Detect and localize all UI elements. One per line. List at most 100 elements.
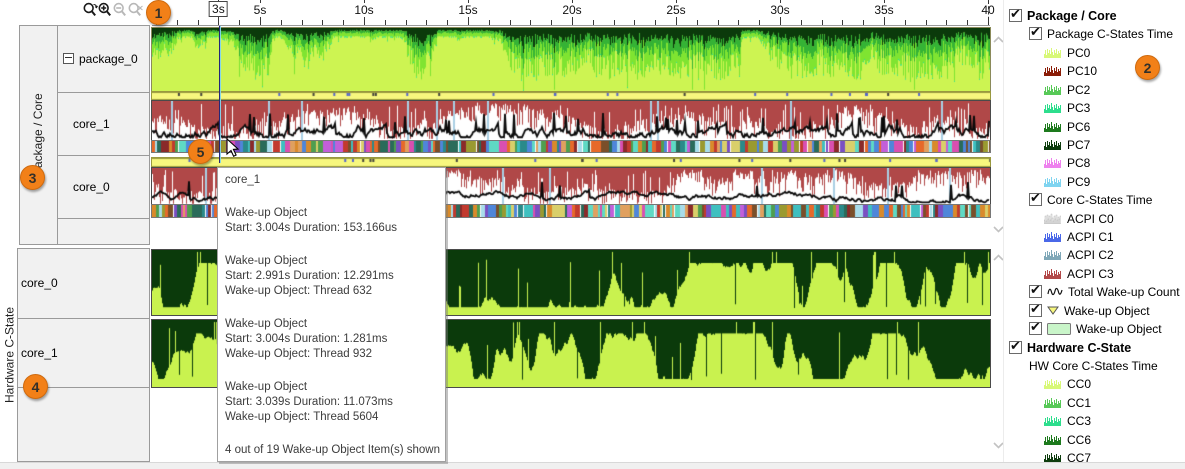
legend-item-wake-up-object[interactable]: ✔ Wake-up Object <box>1004 301 1185 319</box>
tooltip-footer: 4 out of 19 Wake-up Object Item(s) shown <box>225 444 440 456</box>
core1-cstate-chart[interactable] <box>151 100 991 141</box>
zoom-reset-button[interactable] <box>128 2 143 20</box>
ruler-major-tick-top <box>468 0 469 3</box>
series-swatch-icon <box>1044 47 1061 58</box>
legend-label: Wake-up Object <box>1076 321 1162 336</box>
tooltip-line: Start: 3.004s Duration: 153.166us <box>225 222 397 234</box>
legend-item-cc1[interactable]: CC1 <box>1004 394 1185 411</box>
legend-item-acpi-c3[interactable]: ACPI C3 <box>1004 265 1185 282</box>
legend-label: CC3 <box>1067 413 1092 428</box>
legend-item-cc7[interactable]: CC7 <box>1004 449 1185 466</box>
core0-wakeup-marker-band[interactable] <box>151 157 991 168</box>
core1-wakeup-marker-band[interactable] <box>151 91 991 101</box>
legend-item-pc6[interactable]: PC6 <box>1004 118 1185 135</box>
scroll-down-button[interactable] <box>993 438 1004 452</box>
series-swatch-icon <box>1044 268 1061 279</box>
sidebar-row-core_0[interactable]: core_0 <box>73 155 110 218</box>
zoom-in-button[interactable] <box>98 2 113 20</box>
legend-label: Total Wake-up Count <box>1068 284 1180 299</box>
tooltip-entry: Wake-up Object Start: 2.991s Duration: 12… <box>225 254 443 299</box>
legend-label: PC3 <box>1067 100 1091 115</box>
legend-item-pc9[interactable]: PC9 <box>1004 173 1185 190</box>
legend-item-hardware-c-state[interactable]: ✔ Hardware C-State <box>1004 338 1185 356</box>
collapse-icon[interactable] <box>63 53 74 64</box>
ruler-major-tick <box>572 16 573 25</box>
ruler-minor-tick <box>322 20 324 25</box>
legend-item-cc6[interactable]: CC6 <box>1004 431 1185 448</box>
scroll-down-button[interactable] <box>993 222 1004 236</box>
core1-wakeup-object-strip[interactable] <box>151 140 991 153</box>
flag-icon <box>1047 306 1059 315</box>
legend-item-wake-up-object[interactable]: ✔ Wake-up Object <box>1004 319 1185 337</box>
checkmark-icon: ✔ <box>1030 301 1041 316</box>
ruler-major-tick-top <box>780 0 781 3</box>
ruler-minor-tick <box>426 20 428 25</box>
sidebar-row-package_0[interactable]: package_0 <box>63 25 138 92</box>
scroll-up-button[interactable] <box>993 32 1004 46</box>
row-divider <box>57 92 150 93</box>
ruler-minor-tick <box>280 20 282 25</box>
legend-item-pc2[interactable]: PC2 <box>1004 81 1185 98</box>
checkmark-icon: ✔ <box>1030 24 1041 39</box>
ruler-tick-label: 15s <box>458 3 478 17</box>
checkbox[interactable]: ✔ <box>1029 282 1042 298</box>
checkbox[interactable]: ✔ <box>1029 319 1042 335</box>
legend-item-pc8[interactable]: PC8 <box>1004 154 1185 171</box>
checkbox[interactable]: ✔ <box>1029 190 1042 206</box>
ruler-tick-label: 30s <box>770 3 790 17</box>
series-swatch-icon <box>1044 452 1061 463</box>
legend-item-total-wake-up-count[interactable]: ✔ Total Wake-up Count <box>1004 282 1185 300</box>
zoom-undo-icon <box>83 2 98 17</box>
zoom-undo-button[interactable] <box>83 2 98 20</box>
sidebar-row-core_0[interactable]: core_0 <box>21 248 58 318</box>
legend-item-pc7[interactable]: PC7 <box>1004 136 1185 153</box>
legend-item-package-core[interactable]: ✔ Package / Core <box>1004 6 1185 24</box>
ruler-minor-tick <box>821 20 823 25</box>
sidebar-row-core_1[interactable]: core_1 <box>21 318 58 387</box>
tooltip-entry: Wake-up Object Start: 3.004s Duration: 15… <box>225 206 443 236</box>
checkbox[interactable]: ✔ <box>1009 6 1022 22</box>
legend-item-acpi-c0[interactable]: ACPI C0 <box>1004 210 1185 227</box>
tooltip-line: Wake-up Object <box>225 207 308 219</box>
package0-cstate-chart[interactable] <box>151 27 991 94</box>
ruler-minor-tick <box>592 20 594 25</box>
row-label-sidebar: Package / Core package_0 core_1 core_0 Hardw… <box>0 0 152 469</box>
zoom-out-icon <box>113 2 126 17</box>
series-swatch-icon <box>1044 157 1061 168</box>
checkmark-icon: ✔ <box>1030 190 1041 205</box>
zoom-out-button[interactable] <box>113 2 128 20</box>
checkbox[interactable]: ✔ <box>1029 24 1042 40</box>
legend-item-acpi-c2[interactable]: ACPI C2 <box>1004 246 1185 263</box>
checkmark-icon: ✔ <box>1030 282 1041 297</box>
legend-item-pc0[interactable]: PC0 <box>1004 44 1185 61</box>
legend-item-cc0[interactable]: CC0 <box>1004 375 1185 392</box>
timeline-ruler[interactable]: 3s 5s 10s 15s 20s 25s 30s 35s 40 <box>152 0 995 26</box>
legend-item-cc3[interactable]: CC3 <box>1004 412 1185 429</box>
legend-item-package-c-states-time[interactable]: ✔ Package C-States Time <box>1004 24 1185 42</box>
checkbox[interactable]: ✔ <box>1009 338 1022 354</box>
cursor-time-label: 3s <box>209 1 228 17</box>
legend-item-acpi-c1[interactable]: ACPI C1 <box>1004 228 1185 245</box>
legend-item-pc3[interactable]: PC3 <box>1004 99 1185 116</box>
ruler-minor-tick <box>863 20 865 25</box>
sidebar-row-core_1[interactable]: core_1 <box>73 92 110 155</box>
series-swatch-icon <box>1044 434 1061 445</box>
legend-item-core-c-states-time[interactable]: ✔ Core C-States Time <box>1004 190 1185 208</box>
ruler-tick-label: 10s <box>354 3 374 17</box>
region-icon <box>1047 322 1071 335</box>
legend-item-hw-core-c-states-time[interactable]: HW Core C-States Time <box>1004 357 1185 374</box>
tooltip-title: core_1 <box>225 174 261 186</box>
ruler-minor-tick <box>551 20 553 25</box>
zoom-in-icon <box>98 2 111 17</box>
ruler-major-tick-top <box>364 0 365 3</box>
row-label-text: core_1 <box>73 116 110 131</box>
series-swatch-icon <box>1044 415 1061 426</box>
series-swatch-icon <box>1044 139 1061 150</box>
legend-item-pc10[interactable]: PC10 <box>1004 62 1185 79</box>
ruler-minor-tick <box>738 20 740 25</box>
ruler-minor-tick <box>530 20 532 25</box>
time-cursor-line <box>219 26 220 163</box>
scroll-up-button[interactable] <box>993 250 1004 264</box>
checkbox[interactable]: ✔ <box>1029 301 1042 317</box>
